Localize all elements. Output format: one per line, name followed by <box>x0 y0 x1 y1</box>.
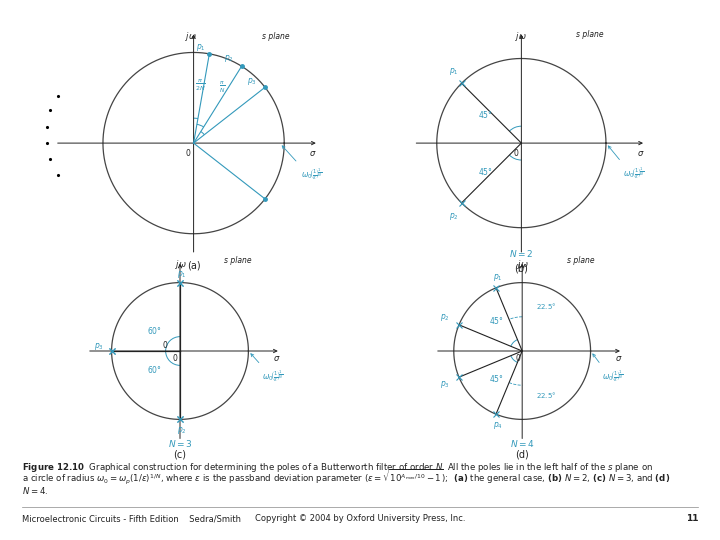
Text: 0: 0 <box>516 354 520 363</box>
Text: $p_2$: $p_2$ <box>176 425 186 436</box>
Text: $p_2$: $p_2$ <box>449 211 459 222</box>
Text: $p_3$: $p_3$ <box>94 341 104 352</box>
Text: $p_1$: $p_1$ <box>492 272 503 283</box>
Text: $\frac{\pi}{N}$: $\frac{\pi}{N}$ <box>220 80 226 94</box>
Text: 11: 11 <box>686 514 698 523</box>
Text: (a): (a) <box>186 260 200 270</box>
Text: $\sigma$: $\sigma$ <box>273 354 280 363</box>
Text: $45°$: $45°$ <box>478 109 493 120</box>
Text: $\frac{\pi}{2N}$: $\frac{\pi}{2N}$ <box>196 78 206 93</box>
Text: $N = 3$: $N = 3$ <box>168 438 192 449</box>
Text: $\omega_0\!\left(\!\frac{1}{\varepsilon}\!\right)^{\!\frac{1}{N}}$: $\omega_0\!\left(\!\frac{1}{\varepsilon}… <box>262 368 284 384</box>
Text: $45°$: $45°$ <box>489 374 503 384</box>
Text: $22.5°$: $22.5°$ <box>536 301 557 310</box>
Text: $p_2$: $p_2$ <box>223 53 233 64</box>
Text: $22.5°$: $22.5°$ <box>536 389 557 400</box>
Text: s plane: s plane <box>567 256 594 266</box>
Text: $\sigma$: $\sigma$ <box>310 149 317 158</box>
Text: a circle of radius $\omega_0 = \omega_p(1/\varepsilon)^{1/N}$, where $\varepsilo: a circle of radius $\omega_0 = \omega_p(… <box>22 468 670 486</box>
Text: $\sigma$: $\sigma$ <box>615 354 622 363</box>
Text: Microelectronic Circuits - Fifth Edition    Sedra/Smith: Microelectronic Circuits - Fifth Edition… <box>22 514 240 523</box>
Text: $60°$: $60°$ <box>147 325 161 336</box>
Text: $60°$: $60°$ <box>147 364 161 375</box>
Text: 0: 0 <box>173 354 178 363</box>
Text: s plane: s plane <box>577 30 604 39</box>
Text: $j\omega$: $j\omega$ <box>515 30 527 43</box>
Text: $\omega_0\!\left(\!\frac{1}{\varepsilon}\!\right)^{\!\frac{1}{N}}$: $\omega_0\!\left(\!\frac{1}{\varepsilon}… <box>602 368 624 384</box>
Text: $45°$: $45°$ <box>478 166 493 177</box>
Text: $p_3$: $p_3$ <box>247 76 257 87</box>
Text: $j\omega$: $j\omega$ <box>174 258 186 271</box>
Text: $\sigma$: $\sigma$ <box>636 149 644 158</box>
Text: $\omega_0\!\left(\!\frac{1}{\varepsilon}\!\right)^{\!\frac{1}{N}}$: $\omega_0\!\left(\!\frac{1}{\varepsilon}… <box>623 165 644 181</box>
Text: $p_2$: $p_2$ <box>440 312 449 323</box>
Text: $p_4$: $p_4$ <box>492 420 503 430</box>
Text: (b): (b) <box>514 264 528 274</box>
Text: 0: 0 <box>163 341 168 349</box>
Text: $j\omega$: $j\omega$ <box>517 258 529 271</box>
Text: s plane: s plane <box>261 32 289 41</box>
Text: $p_1$: $p_1$ <box>449 66 459 77</box>
Text: $j\omega$: $j\omega$ <box>186 30 197 43</box>
Text: $\bf{Figure\ 12.10}$  Graphical construction for determining the poles of a Butt: $\bf{Figure\ 12.10}$ Graphical construct… <box>22 461 652 474</box>
Text: s plane: s plane <box>225 256 252 266</box>
Text: 0: 0 <box>514 149 519 158</box>
Text: $p_3$: $p_3$ <box>440 379 450 390</box>
Text: (c): (c) <box>174 449 186 459</box>
Text: $45°$: $45°$ <box>489 315 503 326</box>
Text: $N = 4$: $N = 4$ <box>510 438 535 449</box>
Text: $p_1$: $p_1$ <box>196 42 205 53</box>
Text: $N = 2$: $N = 2$ <box>509 248 534 259</box>
Text: $p_1$: $p_1$ <box>176 269 186 280</box>
Text: (d): (d) <box>516 449 529 459</box>
Text: Copyright © 2004 by Oxford University Press, Inc.: Copyright © 2004 by Oxford University Pr… <box>255 514 465 523</box>
Text: $\omega_0\!\left(\!\frac{1}{\varepsilon}\!\right)^{\!\frac{1}{N}}$: $\omega_0\!\left(\!\frac{1}{\varepsilon}… <box>300 167 323 183</box>
Text: $N = 4$.: $N = 4$. <box>22 484 48 496</box>
Text: 0: 0 <box>186 149 190 158</box>
